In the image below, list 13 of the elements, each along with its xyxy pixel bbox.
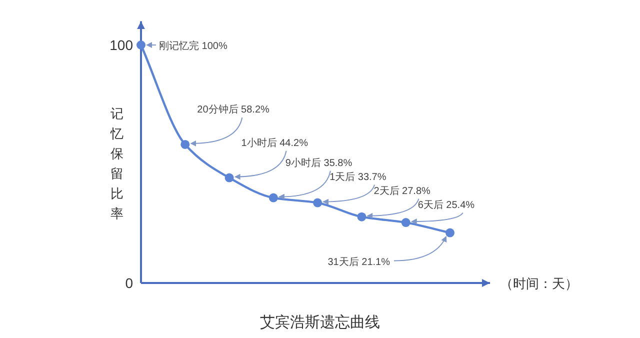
value-label: 20分钟后 58.2%	[197, 104, 270, 116]
x-axis-title: （时间：天）	[500, 276, 578, 291]
y-tick-label: 0	[125, 275, 134, 291]
value-label: 9小时后 35.8%	[285, 158, 352, 169]
value-label: 6天后 25.4%	[418, 200, 475, 211]
value-label: 31天后 21.1%	[328, 256, 390, 268]
text: 艾宾浩斯遗忘曲线	[260, 314, 380, 331]
value-label: 1天后 33.7%	[330, 172, 386, 183]
ylabel: 记忆保留比率	[110, 106, 124, 221]
value-label: 1小时后 44.2%	[241, 138, 308, 149]
y-tick-label: 100	[110, 37, 134, 53]
value-label: 刚记忆完 100%	[159, 41, 228, 52]
value-label: 2天后 27.8%	[374, 186, 430, 197]
